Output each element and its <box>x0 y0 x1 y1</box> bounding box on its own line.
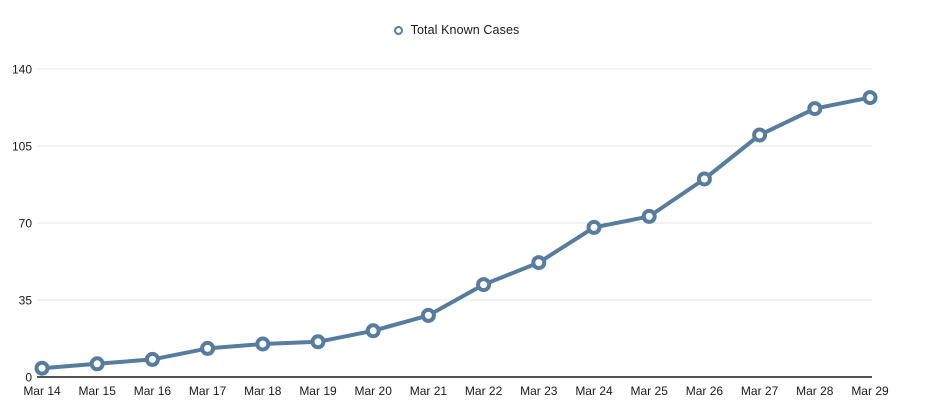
y-tick-label: 0 <box>25 371 32 385</box>
data-point-marker <box>807 101 823 117</box>
y-tick-label: 35 <box>19 294 33 308</box>
data-point-marker <box>641 208 657 224</box>
data-point-marker <box>200 340 216 356</box>
data-point-marker <box>696 171 712 187</box>
x-tick-label: Mar 18 <box>244 384 282 398</box>
data-point-marker <box>752 127 768 143</box>
x-tick-label: Mar 21 <box>410 384 448 398</box>
data-point-marker <box>310 334 326 350</box>
data-point-marker <box>255 336 271 352</box>
x-tick-label: Mar 25 <box>631 384 669 398</box>
data-point-marker <box>365 323 381 339</box>
data-point-marker <box>531 255 547 271</box>
data-point-marker <box>34 360 50 376</box>
x-tick-label: Mar 17 <box>189 384 227 398</box>
data-point-marker <box>144 351 160 367</box>
legend-open-circle-icon <box>393 25 403 35</box>
x-tick-label: Mar 19 <box>299 384 337 398</box>
x-tick-label: Mar 14 <box>23 384 61 398</box>
x-tick-label: Mar 24 <box>575 384 613 398</box>
x-tick-label: Mar 20 <box>355 384 393 398</box>
data-point-marker <box>862 90 878 106</box>
y-tick-label: 70 <box>19 217 33 231</box>
x-tick-label: Mar 28 <box>796 384 834 398</box>
y-tick-label: 140 <box>12 63 32 77</box>
data-point-marker <box>586 219 602 235</box>
x-tick-label: Mar 15 <box>79 384 117 398</box>
x-tick-label: Mar 27 <box>741 384 779 398</box>
data-point-marker <box>420 307 436 323</box>
x-tick-label: Mar 23 <box>520 384 558 398</box>
legend: Total Known Cases <box>0 23 922 37</box>
series-line <box>40 95 872 371</box>
x-tick-label: Mar 22 <box>465 384 503 398</box>
data-point-marker <box>476 277 492 293</box>
x-tick-label: Mar 16 <box>134 384 172 398</box>
x-tick-label: Mar 26 <box>686 384 724 398</box>
y-tick-label: 105 <box>12 140 32 154</box>
data-point-marker <box>89 356 105 372</box>
legend-label: Total Known Cases <box>410 23 520 37</box>
x-tick-label: Mar 29 <box>851 384 889 398</box>
